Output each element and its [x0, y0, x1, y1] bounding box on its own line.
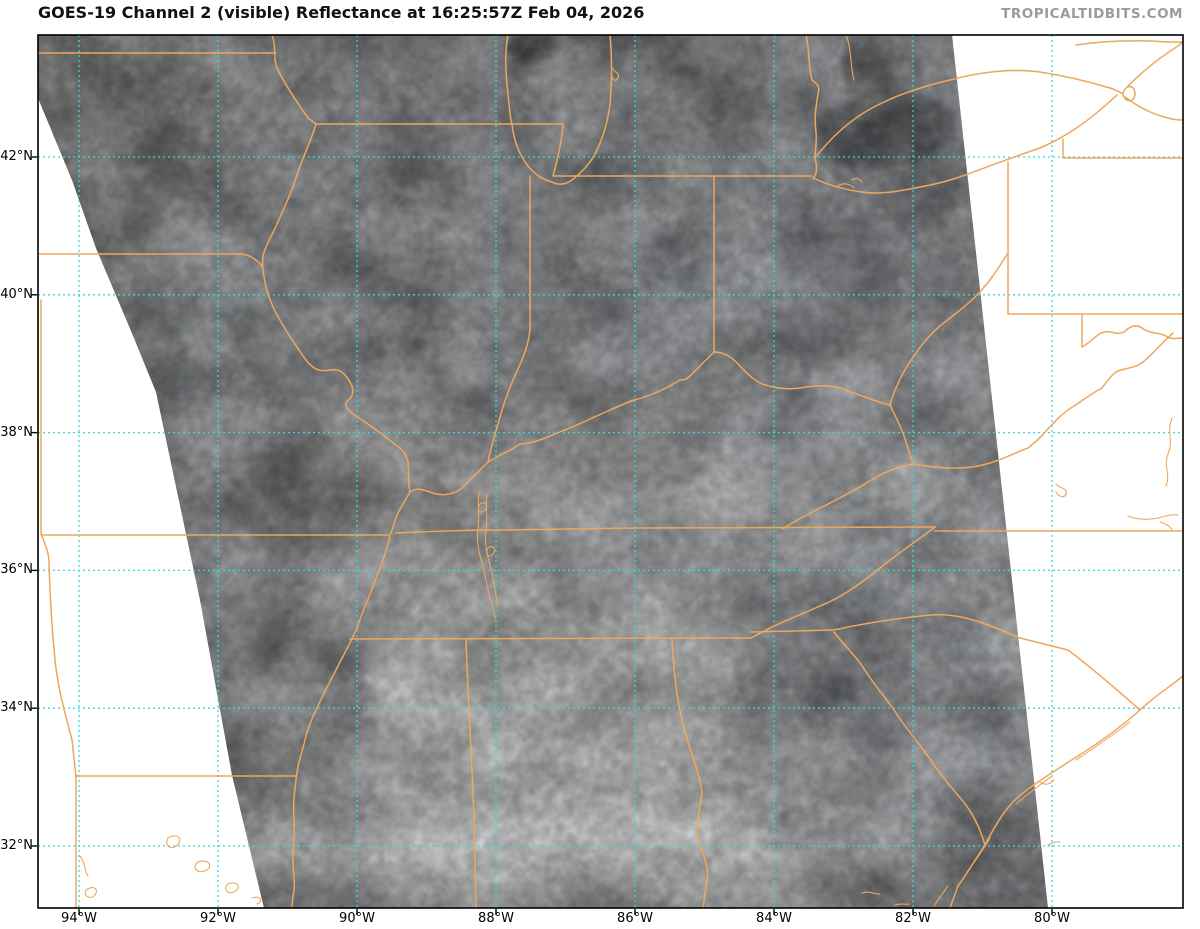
lon-tick-label: 82°W — [895, 911, 931, 926]
lat-tick-label: 42°N — [0, 149, 33, 164]
watermark-branding: TROPICALTIDBITS.COM — [1001, 6, 1183, 22]
satellite-swath — [38, 35, 1048, 908]
lat-tick-label: 34°N — [0, 700, 33, 716]
plot-border — [37, 34, 1184, 909]
page-title: GOES-19 Channel 2 (visible) Reflectance … — [38, 3, 645, 22]
state-boundaries — [38, 35, 1183, 908]
lon-tick-label: 92°W — [200, 911, 236, 926]
lon-tick-label: 86°W — [617, 911, 653, 926]
lat-tick-label: 36°N — [0, 562, 33, 578]
lon-tick-label: 84°W — [756, 911, 792, 926]
lat-tick-label: 38°N — [0, 424, 33, 440]
latlon-gridlines — [38, 35, 1183, 908]
lon-tick-label: 80°W — [1034, 911, 1070, 926]
lon-tick-label: 90°W — [339, 911, 375, 926]
lon-tick-label: 88°W — [478, 911, 514, 926]
lon-tick-label: 94°W — [61, 911, 97, 926]
axis-ticks — [31, 156, 1053, 915]
lat-tick-label: 40°N — [0, 286, 33, 302]
lat-tick-label: 32°N — [0, 838, 33, 853]
